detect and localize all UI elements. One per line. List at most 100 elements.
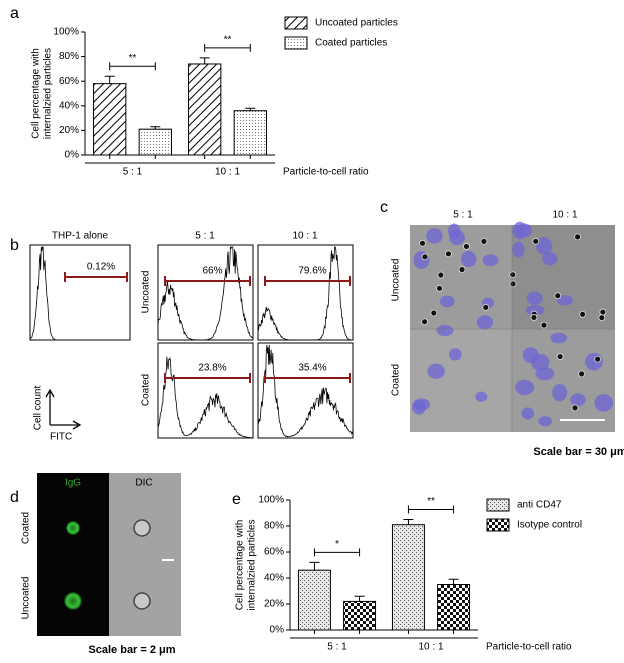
particle xyxy=(436,284,443,292)
micrograph-tile xyxy=(410,329,512,432)
cell-nucleus xyxy=(448,348,462,361)
x-tick-label: 5 : 1 xyxy=(327,642,347,653)
histogram-trace xyxy=(29,246,130,341)
y-tick-label: 0% xyxy=(65,150,80,161)
particle xyxy=(540,321,548,329)
gate-percent: 35.4% xyxy=(298,363,326,374)
gate-percent: 23.8% xyxy=(198,363,226,374)
error-bar xyxy=(309,561,320,571)
cell-nucleus xyxy=(427,363,445,379)
y-tick-label: 100% xyxy=(53,27,79,38)
bar xyxy=(437,584,471,631)
y-tick-label: 80% xyxy=(59,51,79,62)
cell-nucleus xyxy=(538,416,553,427)
particle xyxy=(445,250,452,258)
column-label: IgG xyxy=(65,478,81,489)
gate-marker xyxy=(264,373,351,383)
error-bar xyxy=(199,57,210,64)
histogram-trace xyxy=(157,356,254,439)
particle xyxy=(509,280,517,288)
panel-letter: a xyxy=(10,5,19,22)
cell-nucleus xyxy=(525,305,545,316)
panel-letter: b xyxy=(10,237,19,254)
bar xyxy=(343,600,377,631)
error-bar xyxy=(354,595,365,602)
cell-nucleus xyxy=(535,237,553,255)
row-label: Coated xyxy=(21,512,32,544)
particle-fluorescence xyxy=(64,592,82,610)
particle xyxy=(578,370,586,378)
cell-nucleus xyxy=(521,407,535,420)
cell-nucleus xyxy=(439,295,455,308)
particle xyxy=(437,271,445,279)
significance-label: ** xyxy=(427,496,435,507)
cell-nucleus xyxy=(476,315,493,330)
cell-nucleus xyxy=(426,228,443,244)
significance-bracket xyxy=(204,43,251,52)
error-bar xyxy=(104,75,115,84)
histogram-trace xyxy=(257,344,354,438)
significance-label: ** xyxy=(129,53,137,64)
cell-nucleus xyxy=(550,332,568,344)
cell-nucleus xyxy=(542,251,558,266)
cell-nucleus xyxy=(475,391,488,402)
row-label: Uncoated xyxy=(391,259,402,302)
column-label: 5 : 1 xyxy=(453,210,473,221)
cell-nucleus xyxy=(594,394,613,412)
cell-nucleus xyxy=(461,250,477,268)
axis-label: FITC xyxy=(50,432,72,443)
x-tick-label: 5 : 1 xyxy=(123,167,143,178)
cell-nucleus xyxy=(413,398,431,411)
particle xyxy=(554,292,562,300)
y-tick-label: 100% xyxy=(258,495,284,506)
bar xyxy=(391,524,425,631)
particle-dic xyxy=(133,519,151,537)
y-tick-label: 20% xyxy=(264,599,284,610)
cell-nucleus xyxy=(413,251,430,269)
particle xyxy=(579,310,587,318)
x-axis-label: Particle-to-cell ratio xyxy=(283,167,369,178)
legend-label: Uncoated particles xyxy=(315,18,398,29)
x-tick-label: 10 : 1 xyxy=(418,642,443,653)
y-axis-label: internalzied particles xyxy=(247,519,258,610)
particle xyxy=(509,271,517,279)
bar xyxy=(93,83,127,156)
bar xyxy=(297,569,331,631)
column-label: DIC xyxy=(135,478,152,489)
y-axis-label: Cell percentage with xyxy=(235,520,246,611)
gate-percent: 0.12% xyxy=(87,262,115,273)
particle xyxy=(419,239,426,247)
cell-nucleus xyxy=(516,223,533,238)
y-axis-label: internalzied particles xyxy=(43,48,54,139)
axis-arrows xyxy=(45,388,82,430)
gate-percent: 66% xyxy=(202,266,222,277)
particle xyxy=(421,318,428,326)
micrograph-tile xyxy=(512,225,615,329)
bar xyxy=(233,110,267,156)
particle xyxy=(594,355,602,363)
x-axis-label: Particle-to-cell ratio xyxy=(486,642,572,653)
histogram-title: THP-1 alone xyxy=(52,231,109,242)
particle xyxy=(430,309,438,317)
column-label: 10 : 1 xyxy=(292,231,317,242)
column-label: 10 : 1 xyxy=(552,210,577,221)
cell-nucleus xyxy=(512,241,525,258)
gate-marker xyxy=(164,373,251,383)
y-tick-label: 60% xyxy=(59,76,79,87)
dic-image xyxy=(109,473,181,636)
panel-letter: c xyxy=(380,199,388,216)
particle xyxy=(482,304,490,311)
histogram-frame xyxy=(157,244,254,341)
error-bar xyxy=(150,126,161,130)
row-label: Coated xyxy=(391,364,402,396)
axis-label: Cell count xyxy=(33,386,44,431)
gate-percent: 79.6% xyxy=(298,266,326,277)
row-label: Uncoated xyxy=(21,577,32,620)
particle xyxy=(556,353,564,360)
cell-nucleus xyxy=(449,229,465,246)
histogram-frame xyxy=(157,342,254,439)
cell-nucleus xyxy=(556,295,573,306)
row-label: Coated xyxy=(141,374,152,406)
cell-nucleus xyxy=(526,291,543,305)
